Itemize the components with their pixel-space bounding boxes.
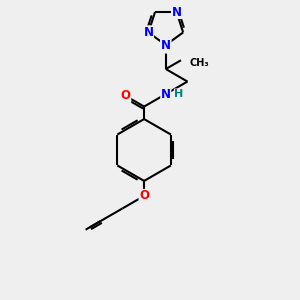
Text: CH₃: CH₃ [190,58,209,68]
Text: O: O [139,189,149,203]
Text: N: N [161,40,171,53]
Text: H: H [174,89,184,99]
Text: N: N [161,38,171,52]
Text: N: N [143,26,153,39]
Text: O: O [121,89,131,102]
Text: N: N [172,5,182,19]
Text: N: N [161,88,171,100]
